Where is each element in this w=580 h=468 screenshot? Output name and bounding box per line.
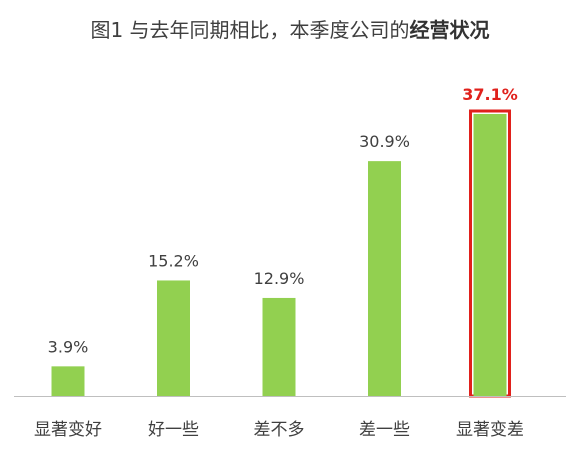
category-label-3: 差不多 <box>254 420 305 440</box>
chart-title-emphasis: 经营状况 <box>409 18 490 42</box>
category-label-5: 显著变差 <box>456 420 524 440</box>
category-label-2: 好一些 <box>148 420 199 440</box>
value-label-3: 12.9% <box>254 269 305 288</box>
labels-group: 3.9% 15.2% 12.9% 30.9% 37.1% <box>48 85 518 356</box>
value-label-4: 30.9% <box>359 132 410 151</box>
value-label-5: 37.1% <box>462 85 518 104</box>
category-label-4: 差一些 <box>359 420 410 440</box>
bars-group <box>51 109 511 398</box>
bar-2 <box>157 280 190 396</box>
bar-1 <box>51 366 85 396</box>
chart-title-text: 图1 与去年同期相比，本季度公司的 <box>90 18 410 42</box>
category-label-1: 显著变好 <box>34 420 102 440</box>
bar-3 <box>262 297 296 396</box>
tick-labels-group: 显著变好 好一些 差不多 差一些 显著变差 <box>34 420 524 440</box>
bar-5 <box>473 114 507 396</box>
chart-title: 图1 与去年同期相比，本季度公司的经营状况 <box>0 14 580 43</box>
value-label-1: 3.9% <box>48 337 89 356</box>
value-label-2: 15.2% <box>148 251 199 270</box>
bar-4 <box>368 161 401 396</box>
